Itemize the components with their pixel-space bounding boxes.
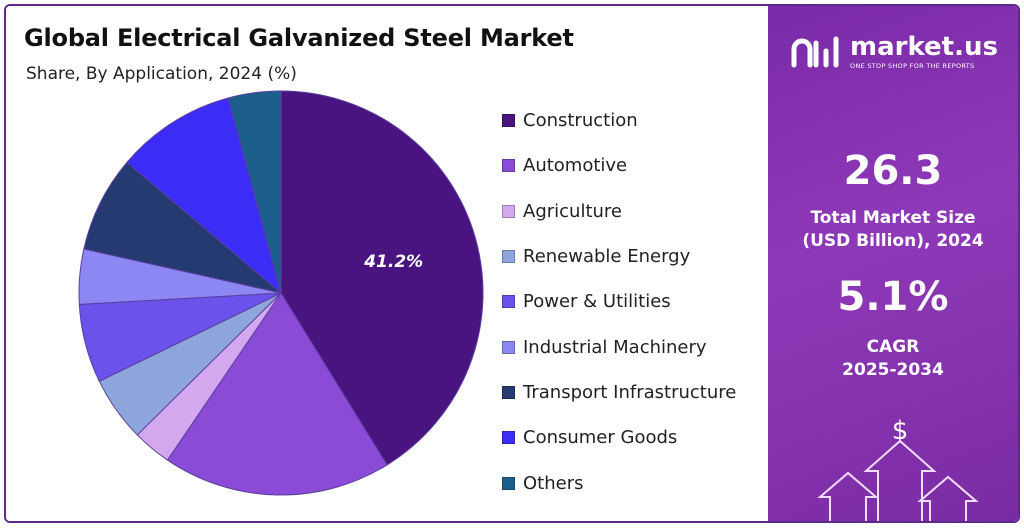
legend-label-industrial-machinery: Industrial Machinery xyxy=(523,336,707,358)
legend-item-automotive: Automotive xyxy=(502,143,736,188)
pie-slice-consumer-goods xyxy=(126,97,282,295)
legend-item-agriculture: Agriculture xyxy=(502,189,736,234)
legend-item-others: Others xyxy=(502,460,736,505)
legend-label-renewable-energy: Renewable Energy xyxy=(523,246,691,268)
brand-name: market.us xyxy=(850,32,998,62)
legend-label-automotive: Automotive xyxy=(523,155,628,177)
growth-arrows-decoration: $ xyxy=(817,416,979,521)
legend-swatch-transport-infrastructure xyxy=(502,385,515,399)
market-us-logo-icon xyxy=(791,36,839,68)
legend-swatch-renewable-energy xyxy=(502,250,515,264)
legend-item-renewable-energy: Renewable Energy xyxy=(502,234,736,279)
stats-sidebar: market.us ONE STOP SHOP FOR THE REPORTS … xyxy=(768,6,1018,521)
legend-label-consumer-goods: Consumer Goods xyxy=(523,427,678,449)
legend-swatch-power-utilities xyxy=(502,295,515,309)
dollar-sign-icon: $ xyxy=(892,416,909,446)
data-label-construction: 41.2% xyxy=(363,252,423,272)
legend-swatch-others xyxy=(502,476,515,490)
legend-label-power-utilities: Power & Utilities xyxy=(523,291,671,313)
legend-item-construction: Construction xyxy=(502,98,736,143)
chart-title: Global Electrical Galvanized Steel Marke… xyxy=(24,24,574,52)
brand-tagline: ONE STOP SHOP FOR THE REPORTS xyxy=(850,62,975,70)
legend-swatch-industrial-machinery xyxy=(502,340,515,354)
pie-chart: 41.2% xyxy=(78,90,484,496)
chart-subtitle: Share, By Application, 2024 (%) xyxy=(26,64,297,84)
legend-label-transport-infrastructure: Transport Infrastructure xyxy=(523,381,737,403)
market-size-value: 26.3 xyxy=(843,148,943,194)
legend-item-transport-infrastructure: Transport Infrastructure xyxy=(502,370,736,415)
brand-logo: market.us ONE STOP SHOP FOR THE REPORTS xyxy=(790,34,998,70)
legend-label-construction: Construction xyxy=(523,110,638,132)
legend-label-others: Others xyxy=(523,472,584,494)
legend-item-industrial-machinery: Industrial Machinery xyxy=(502,324,736,369)
market-size-caption-line2: (USD Billion), 2024 xyxy=(802,231,984,251)
pie-slice-automotive xyxy=(166,292,388,496)
pie-slice-construction xyxy=(280,90,484,466)
legend-item-consumer-goods: Consumer Goods xyxy=(502,415,736,460)
legend-label-agriculture: Agriculture xyxy=(523,200,622,222)
legend-item-power-utilities: Power & Utilities xyxy=(502,279,736,324)
market-size-caption-line1: Total Market Size xyxy=(810,208,976,228)
legend-swatch-agriculture xyxy=(502,204,515,218)
pie-slice-transport-infrastructure xyxy=(83,161,282,294)
cagr-value: 5.1% xyxy=(837,274,949,320)
legend-swatch-consumer-goods xyxy=(502,431,515,445)
pie-slice-others xyxy=(227,90,282,294)
cagr-caption-line1: CAGR xyxy=(866,337,920,357)
infographic-frame: Global Electrical Galvanized Steel Marke… xyxy=(4,4,1020,523)
chart-legend: Construction Automotive Agriculture Renewab… xyxy=(502,98,736,506)
legend-swatch-construction xyxy=(502,114,515,128)
legend-swatch-automotive xyxy=(502,159,515,173)
cagr-caption-line2: 2025-2034 xyxy=(842,360,944,380)
chart-panel: Global Electrical Galvanized Steel Marke… xyxy=(6,6,768,521)
